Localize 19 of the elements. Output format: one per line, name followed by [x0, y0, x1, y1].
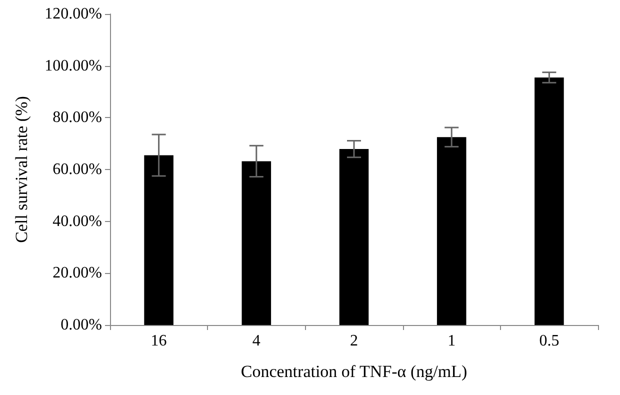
- bar: [436, 137, 466, 325]
- x-axis-title: Concentration of TNF-α (ng/mL): [240, 362, 468, 381]
- x-tick-label: 2: [350, 332, 358, 350]
- bar: [144, 155, 174, 325]
- bar: [339, 149, 369, 325]
- bar: [242, 161, 272, 325]
- y-tick-label: 80.00%: [52, 109, 102, 126]
- y-axis-title: Cell survival rate (%): [12, 96, 31, 243]
- y-tick-label: 40.00%: [52, 212, 102, 230]
- y-tick-label: 0.00%: [60, 316, 102, 334]
- y-tick-label: 120.00%: [44, 6, 102, 22]
- y-tick-label: 20.00%: [52, 264, 102, 282]
- bar: [534, 77, 564, 325]
- y-tick-label: 60.00%: [52, 161, 102, 178]
- x-tick-label: 4: [252, 332, 260, 350]
- x-tick-label: 0.5: [539, 332, 560, 350]
- y-tick-label: 100.00%: [44, 57, 102, 74]
- x-tick-label: 16: [150, 332, 167, 350]
- x-tick-label: 1: [448, 332, 456, 350]
